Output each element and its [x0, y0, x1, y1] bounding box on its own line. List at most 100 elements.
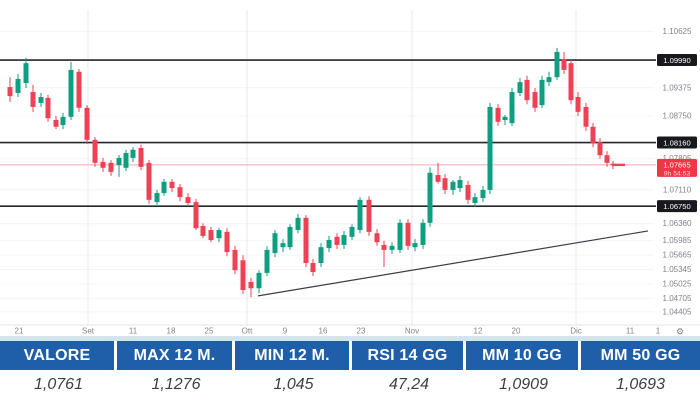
candlestick[interactable] — [357, 197, 363, 234]
candlestick[interactable] — [472, 193, 478, 208]
candlestick[interactable] — [318, 243, 324, 268]
candlestick[interactable] — [590, 123, 596, 148]
candlestick[interactable] — [610, 161, 616, 170]
candlestick[interactable] — [295, 213, 301, 234]
trendline[interactable] — [257, 230, 649, 297]
candlestick[interactable] — [30, 84, 36, 112]
candlestick[interactable] — [53, 115, 59, 130]
candlestick[interactable] — [597, 138, 603, 159]
candlestick[interactable] — [287, 224, 293, 250]
candlestick[interactable] — [100, 157, 106, 172]
candle-body — [546, 77, 552, 83]
candlestick[interactable] — [539, 75, 545, 108]
price-chart[interactable]: 1.10625 1.09375 1.08750 1.07805 1.07110 1.063… — [0, 0, 700, 336]
candlestick[interactable] — [532, 87, 538, 112]
candlestick[interactable] — [169, 179, 175, 193]
candlestick[interactable] — [326, 235, 332, 253]
candlestick[interactable] — [60, 112, 66, 130]
candlestick[interactable] — [495, 104, 501, 126]
candlestick[interactable] — [240, 255, 246, 295]
chart-area[interactable]: 1.10625 1.09375 1.08750 1.07805 1.07110 1.063… — [0, 0, 700, 336]
candlestick[interactable] — [435, 162, 441, 184]
candle-body — [177, 187, 183, 198]
candle-body — [287, 226, 293, 248]
candlestick[interactable] — [185, 193, 191, 207]
candle-body — [442, 178, 448, 190]
candlestick[interactable] — [554, 47, 560, 80]
candlestick[interactable] — [15, 74, 21, 98]
candlestick[interactable] — [232, 245, 238, 275]
y-axis-tick: 1.05025 — [663, 279, 692, 288]
candlestick[interactable] — [123, 149, 129, 171]
candlestick[interactable] — [224, 228, 230, 257]
candlestick[interactable] — [502, 115, 508, 125]
candlestick[interactable] — [583, 102, 589, 131]
candlestick[interactable] — [366, 196, 372, 236]
candlestick[interactable] — [138, 144, 144, 171]
candle-body — [349, 226, 355, 237]
candlestick[interactable] — [116, 155, 122, 177]
candlestick[interactable] — [92, 137, 98, 167]
candle-body — [130, 149, 136, 158]
candlestick[interactable] — [427, 167, 433, 227]
candlestick[interactable] — [465, 180, 471, 204]
candlestick[interactable] — [84, 105, 90, 144]
candlestick[interactable] — [575, 92, 581, 116]
candlestick[interactable] — [310, 258, 316, 277]
candlestick[interactable] — [45, 94, 51, 122]
candlestick[interactable] — [264, 246, 270, 277]
candlestick[interactable] — [349, 224, 355, 240]
candlestick[interactable] — [7, 77, 13, 102]
candlestick[interactable] — [450, 179, 456, 195]
candlestick[interactable] — [568, 60, 574, 105]
candlestick[interactable] — [193, 198, 199, 231]
candlestick[interactable] — [604, 151, 610, 167]
candlestick[interactable] — [146, 160, 152, 204]
candlestick[interactable] — [374, 229, 380, 246]
candlestick[interactable] — [280, 239, 286, 253]
candlestick[interactable] — [517, 78, 523, 97]
candle-body — [334, 236, 340, 245]
candlestick[interactable] — [23, 57, 29, 88]
candlestick[interactable] — [208, 226, 214, 243]
candlestick[interactable] — [303, 215, 309, 268]
candlestick[interactable] — [272, 230, 278, 258]
candlestick[interactable] — [509, 87, 515, 126]
candle-body — [224, 231, 230, 253]
candlestick[interactable] — [38, 92, 44, 107]
candlestick[interactable] — [420, 219, 426, 249]
candlestick[interactable] — [524, 75, 530, 105]
candlestick[interactable] — [389, 242, 395, 254]
candlestick[interactable] — [480, 185, 486, 203]
candlestick[interactable] — [108, 160, 114, 176]
candlestick[interactable] — [334, 233, 340, 249]
candlestick[interactable] — [154, 189, 160, 205]
candlestick[interactable] — [487, 102, 493, 194]
candle-body — [487, 106, 493, 190]
candlestick[interactable] — [161, 179, 167, 196]
candlestick[interactable] — [200, 223, 206, 239]
candlestick[interactable] — [381, 240, 387, 268]
candlestick[interactable] — [216, 227, 222, 243]
candlestick[interactable] — [457, 175, 463, 193]
candlestick[interactable] — [76, 69, 82, 112]
candlestick[interactable] — [248, 277, 254, 298]
candlestick[interactable] — [177, 184, 183, 202]
y-axis-tick: 1.05345 — [663, 265, 692, 274]
price-level-badge-label: 1.09990 — [663, 56, 690, 65]
candle-body — [465, 184, 471, 200]
candlestick[interactable] — [256, 270, 262, 294]
timezone-clock-icon[interactable]: ⚙ — [676, 327, 684, 337]
table-value-cell: 1,045 — [235, 370, 352, 400]
candlestick[interactable] — [546, 71, 552, 87]
candlestick[interactable] — [412, 239, 418, 252]
candlestick[interactable] — [341, 230, 347, 249]
candlestick[interactable] — [442, 174, 448, 194]
candlestick[interactable] — [405, 219, 411, 250]
candlestick[interactable] — [397, 219, 403, 254]
candlestick[interactable] — [561, 51, 567, 75]
candlestick[interactable] — [130, 147, 136, 162]
candlestick[interactable] — [68, 61, 74, 121]
price-level-badge — [657, 200, 697, 213]
candle-body — [264, 249, 270, 273]
